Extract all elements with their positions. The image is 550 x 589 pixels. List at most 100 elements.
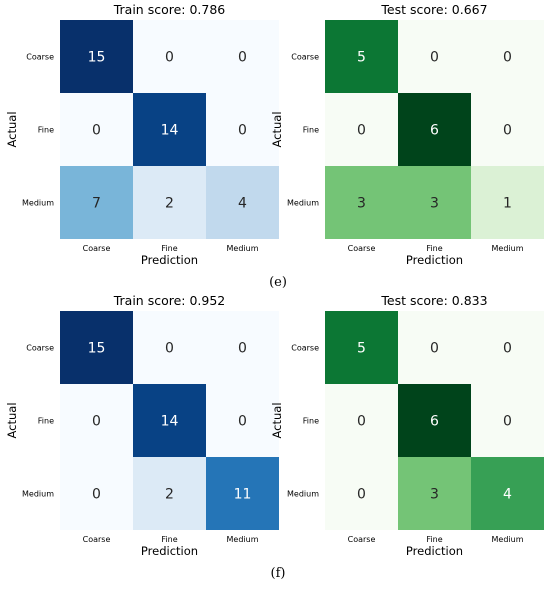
heatmap-cell — [133, 166, 206, 239]
heatmap-panel: Train score: 0.952 15 0 0 0 14 0 0 2 11 Coarse Fine… — [5, 293, 279, 558]
cell-value-label: 3 — [430, 196, 439, 212]
cell-value-label: 6 — [430, 123, 439, 139]
y-tick-label: Coarse — [291, 53, 319, 62]
cell-value-label: 2 — [165, 196, 174, 212]
y-tick-label: Medium — [287, 199, 319, 208]
heatmap-cell — [206, 166, 279, 239]
heatmap-cell — [398, 166, 471, 239]
heatmap-cell — [60, 93, 133, 166]
heatmap-cell — [60, 457, 133, 530]
heatmap-cell — [325, 20, 398, 93]
cell-value-label: 0 — [92, 123, 101, 139]
x-tick-label: Fine — [161, 535, 177, 544]
heatmap-cell — [133, 20, 206, 93]
cell-value-label: 0 — [357, 487, 366, 503]
heatmap-cell — [133, 93, 206, 166]
heatmap-cell — [398, 311, 471, 384]
x-axis-label: Prediction — [141, 253, 198, 267]
cell-value-label: 5 — [357, 50, 366, 66]
heatmap-cell — [206, 384, 279, 457]
y-tick-label: Coarse — [26, 344, 54, 353]
x-tick-label: Coarse — [83, 535, 111, 544]
cell-value-label: 0 — [238, 414, 247, 430]
heatmap-cell — [60, 311, 133, 384]
cell-value-label: 4 — [503, 487, 512, 503]
heatmap-cell — [206, 457, 279, 530]
cell-value-label: 0 — [357, 414, 366, 430]
heatmap-title: Train score: 0.952 — [113, 293, 226, 308]
heatmap-cell — [325, 166, 398, 239]
cell-value-label: 0 — [92, 414, 101, 430]
heatmap-cell — [206, 93, 279, 166]
y-axis-label: Actual — [5, 111, 19, 147]
cell-value-label: 14 — [161, 123, 179, 139]
heatmap-cell — [398, 20, 471, 93]
cell-value-label: 0 — [430, 341, 439, 357]
heatmap-cell — [325, 384, 398, 457]
cell-value-label: 7 — [92, 196, 101, 212]
y-axis-label: Actual — [270, 402, 284, 438]
cell-value-label: 0 — [238, 123, 247, 139]
cell-value-label: 0 — [430, 50, 439, 66]
heatmap-cell — [206, 311, 279, 384]
cell-value-label: 15 — [88, 341, 106, 357]
heatmap-cell — [60, 384, 133, 457]
y-tick-label: Medium — [22, 490, 54, 499]
cell-value-label: 5 — [357, 341, 366, 357]
cell-value-label: 0 — [503, 50, 512, 66]
x-tick-label: Medium — [492, 535, 524, 544]
heatmap-cell — [471, 166, 544, 239]
x-tick-label: Coarse — [83, 244, 111, 253]
x-tick-label: Medium — [227, 535, 259, 544]
heatmap-cell — [471, 457, 544, 530]
x-tick-label: Medium — [227, 244, 259, 253]
x-tick-label: Fine — [426, 535, 442, 544]
cell-value-label: 4 — [238, 196, 247, 212]
heatmap-cell — [325, 457, 398, 530]
x-tick-label: Medium — [492, 244, 524, 253]
y-tick-label: Fine — [38, 126, 54, 135]
cell-value-label: 2 — [165, 487, 174, 503]
heatmap-panel: Train score: 0.786 15 0 0 0 14 0 7 2 4 Coarse Fine M… — [5, 2, 279, 267]
heatmap-panel: Test score: 0.833 5 0 0 0 6 0 0 3 4 Coarse Fine Medi… — [270, 293, 544, 558]
y-tick-label: Fine — [303, 126, 319, 135]
cell-value-label: 11 — [234, 487, 252, 503]
heatmap-cell — [398, 93, 471, 166]
heatmap-cell — [471, 20, 544, 93]
y-axis-label: Actual — [5, 402, 19, 438]
cell-value-label: 0 — [238, 341, 247, 357]
heatmap-title: Test score: 0.667 — [380, 2, 487, 17]
x-tick-label: Coarse — [348, 535, 376, 544]
cell-value-label: 0 — [165, 341, 174, 357]
heatmap-title: Train score: 0.786 — [113, 2, 226, 17]
x-tick-label: Fine — [426, 244, 442, 253]
cell-value-label: 3 — [357, 196, 366, 212]
heatmap-cell — [60, 166, 133, 239]
y-tick-label: Fine — [38, 417, 54, 426]
y-tick-label: Coarse — [26, 53, 54, 62]
x-tick-label: Fine — [161, 244, 177, 253]
cell-value-label: 0 — [357, 123, 366, 139]
cell-value-label: 1 — [503, 196, 512, 212]
heatmap-title: Test score: 0.833 — [380, 293, 487, 308]
heatmap-cell — [471, 311, 544, 384]
cell-value-label: 0 — [238, 50, 247, 66]
y-tick-label: Coarse — [291, 344, 319, 353]
y-axis-label: Actual — [270, 111, 284, 147]
cell-value-label: 0 — [92, 487, 101, 503]
cell-value-label: 15 — [88, 50, 106, 66]
heatmap-cell — [133, 311, 206, 384]
y-tick-label: Medium — [287, 490, 319, 499]
heatmap-cell — [325, 311, 398, 384]
cell-value-label: 0 — [503, 341, 512, 357]
cell-value-label: 0 — [165, 50, 174, 66]
heatmap-cell — [471, 384, 544, 457]
cell-value-label: 14 — [161, 414, 179, 430]
heatmap-cell — [206, 20, 279, 93]
x-tick-label: Coarse — [348, 244, 376, 253]
heatmap-cell — [325, 93, 398, 166]
x-axis-label: Prediction — [406, 544, 463, 558]
cell-value-label: 3 — [430, 487, 439, 503]
heatmap-cell — [133, 384, 206, 457]
